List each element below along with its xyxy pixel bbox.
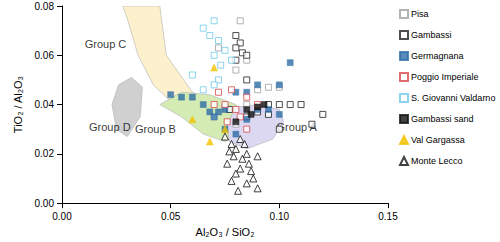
svg-text:TiO₂ / Al₂O₃: TiO₂ / Al₂O₃ xyxy=(12,76,24,133)
svg-text:Al₂O₃ / SiO₂: Al₂O₃ / SiO₂ xyxy=(196,226,255,238)
svg-text:0.08: 0.08 xyxy=(35,1,55,12)
svg-text:0.15: 0.15 xyxy=(378,211,398,222)
svg-text:Group D: Group D xyxy=(89,121,131,133)
svg-text:Gambassi: Gambassi xyxy=(411,30,452,40)
svg-text:0.05: 0.05 xyxy=(161,211,181,222)
svg-text:Gambassi sand: Gambassi sand xyxy=(411,114,474,124)
svg-text:Pisa: Pisa xyxy=(411,9,429,19)
svg-text:0.04: 0.04 xyxy=(35,99,55,110)
svg-text:0.00: 0.00 xyxy=(52,211,72,222)
svg-text:S. Giovanni Valdarno: S. Giovanni Valdarno xyxy=(411,93,495,103)
svg-text:Val Gargassa: Val Gargassa xyxy=(411,135,465,145)
svg-text:Group A: Group A xyxy=(277,121,318,133)
svg-text:0.02: 0.02 xyxy=(35,148,55,159)
svg-text:0.10: 0.10 xyxy=(270,211,290,222)
svg-text:Poggio Imperiale: Poggio Imperiale xyxy=(411,72,479,82)
svg-text:0.06: 0.06 xyxy=(35,50,55,61)
svg-text:Group B: Group B xyxy=(135,123,176,135)
svg-text:Group C: Group C xyxy=(85,38,127,50)
svg-text:0.00: 0.00 xyxy=(35,198,55,209)
svg-text:Germagnana: Germagnana xyxy=(411,51,464,61)
svg-text:Monte Lecco: Monte Lecco xyxy=(411,156,463,166)
